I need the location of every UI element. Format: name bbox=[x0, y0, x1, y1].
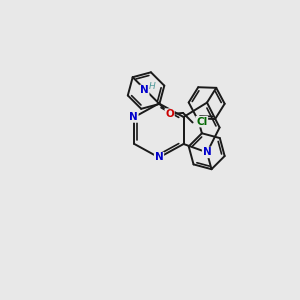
Text: N: N bbox=[202, 147, 211, 158]
Text: N: N bbox=[129, 112, 138, 122]
Text: O: O bbox=[165, 109, 174, 119]
Text: H: H bbox=[149, 82, 156, 91]
Text: Cl: Cl bbox=[196, 117, 207, 127]
Text: N: N bbox=[140, 85, 149, 95]
Text: N: N bbox=[154, 152, 164, 163]
